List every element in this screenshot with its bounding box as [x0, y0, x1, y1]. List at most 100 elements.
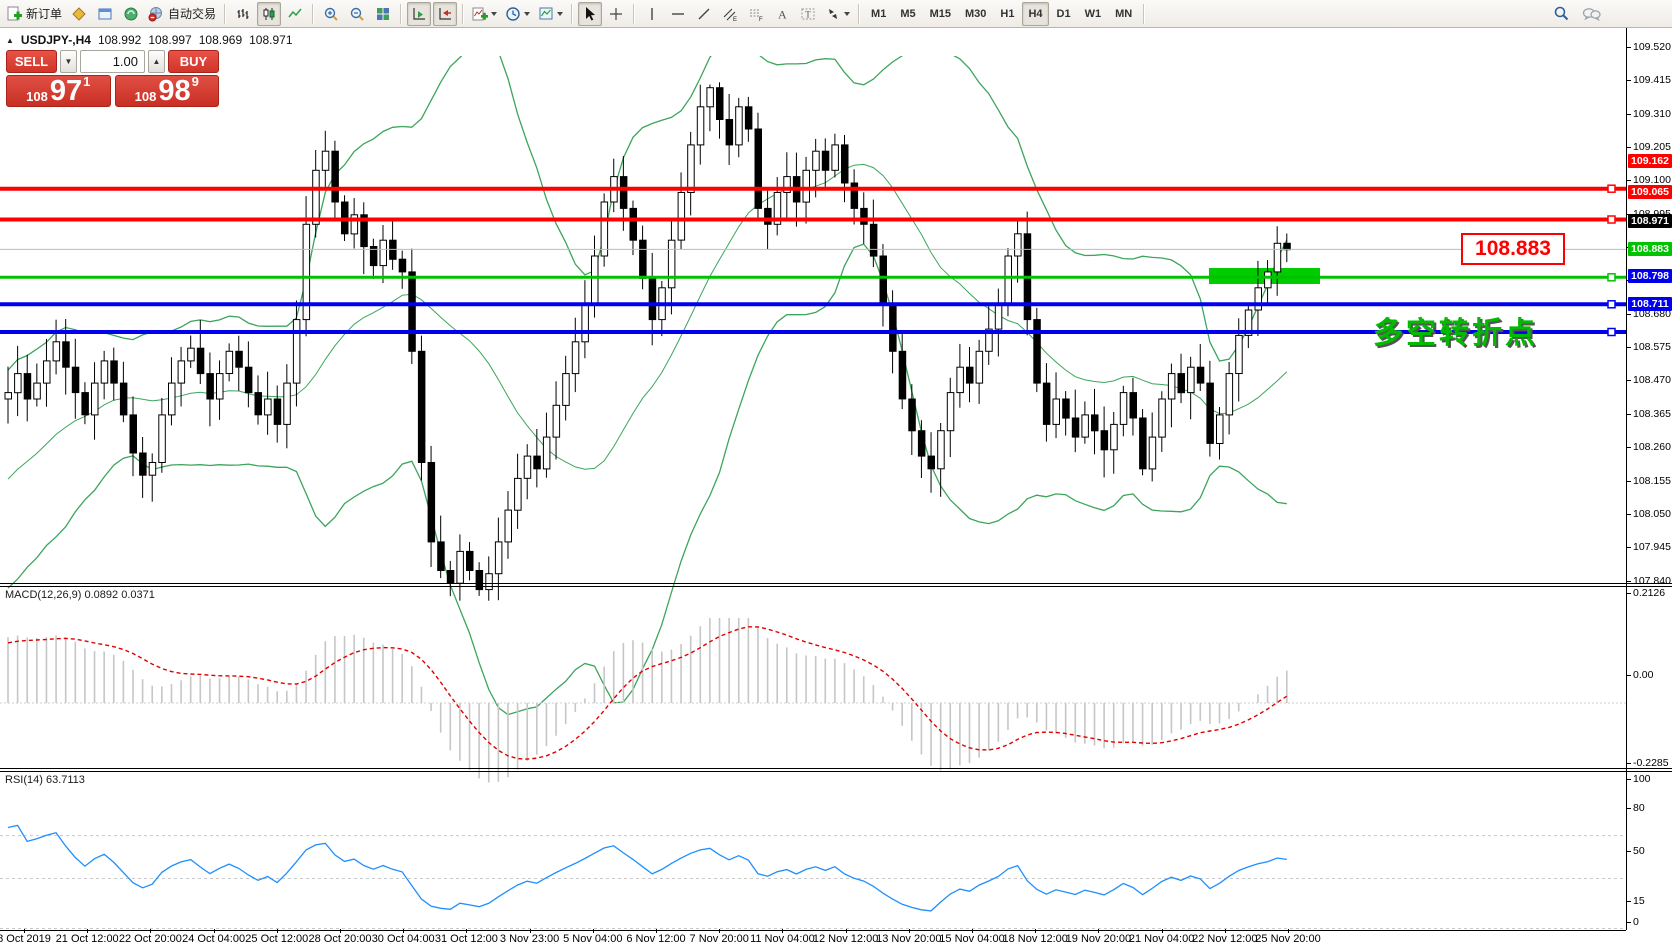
axis-tick — [1626, 480, 1631, 482]
chat-button[interactable] — [1579, 2, 1604, 26]
profiles-button[interactable] — [67, 2, 91, 26]
time-tick — [24, 929, 25, 933]
zoom-in-icon — [324, 7, 338, 21]
timeframe-h1-button[interactable]: H1 — [1000, 7, 1015, 20]
market-watch-button[interactable] — [119, 2, 143, 26]
vertical-line-button[interactable] — [640, 2, 664, 26]
time-tick — [340, 929, 341, 933]
bar-chart-icon — [237, 8, 249, 19]
buy-quote[interactable]: 108 98 9 — [114, 74, 219, 107]
separator — [633, 3, 636, 24]
tile-windows-icon — [377, 7, 390, 20]
macd-signal-value: 0.0371 — [121, 589, 155, 601]
trendline-button[interactable] — [692, 2, 716, 26]
axis-tick — [1626, 180, 1631, 182]
time-tick-label: 7 Nov 20:00 — [689, 933, 749, 945]
separator — [312, 3, 315, 24]
hline-handle — [1607, 327, 1616, 337]
periods-clock-icon — [506, 6, 520, 21]
timeframe-w1-button[interactable]: W1 — [1084, 7, 1102, 20]
time-tick — [1098, 929, 1100, 933]
equidistant-channel-button[interactable]: E — [718, 2, 742, 26]
buy-price-big: 98 — [158, 75, 191, 107]
price-tick-label: 108.050 — [1633, 507, 1671, 520]
tile-windows-button[interactable] — [371, 2, 395, 26]
volume-decrease-button[interactable]: ▼ — [60, 50, 77, 73]
timeframe-m30-button[interactable]: M30 — [965, 7, 987, 20]
price-axis-line — [1626, 28, 1627, 930]
indicators-button[interactable] — [469, 2, 500, 26]
timeframe-m1-button[interactable]: M1 — [871, 7, 887, 20]
panel-divider[interactable] — [0, 583, 1672, 584]
separator — [1143, 3, 1146, 24]
hline-handle — [1607, 273, 1616, 282]
zoom-in-button[interactable] — [319, 2, 343, 26]
ohlc-open: 108.992 — [97, 33, 142, 47]
macd-tick-label: 0.2126 — [1633, 587, 1666, 599]
zoom-out-button[interactable] — [345, 2, 369, 26]
sell-quote[interactable]: 108 97 1 — [6, 74, 111, 107]
price-badge-109.065: 109.065 — [1628, 184, 1672, 199]
price-tick-label: 108.155 — [1633, 474, 1671, 487]
time-tick-label: 24 Oct 04:00 — [182, 933, 246, 945]
timeframe-d1-button[interactable]: D1 — [1056, 7, 1071, 20]
price-tick-label: 109.205 — [1633, 141, 1671, 154]
price-tick-label: 109.415 — [1633, 74, 1671, 87]
volume-increase-button[interactable]: ▲ — [148, 50, 165, 73]
price-tick-label: 109.310 — [1633, 107, 1671, 120]
indicators-caret-icon — [491, 11, 498, 16]
text-button[interactable]: A — [770, 2, 794, 26]
buy-button[interactable]: BUY — [168, 50, 219, 73]
crosshair-button[interactable] — [604, 2, 628, 26]
axis-tick — [1626, 113, 1631, 115]
candlestick-chart-button[interactable] — [257, 1, 282, 26]
chart-canvas[interactable] — [0, 56, 1672, 949]
timeframe-h4-button[interactable]: H4 — [1022, 1, 1049, 26]
auto-scroll-button[interactable] — [407, 1, 432, 26]
macd-tick-label: -0.2285 — [1633, 757, 1669, 770]
text-label-icon: T — [801, 8, 815, 19]
arrows-button[interactable] — [822, 2, 853, 26]
timeframe-m5-button[interactable]: M5 — [900, 7, 916, 20]
svg-text:E: E — [733, 17, 737, 22]
bull-bear-turning-point-note[interactable]: 多空转折点 — [1373, 317, 1538, 350]
rsi-line — [7, 824, 1287, 912]
zoom-out-icon — [350, 7, 364, 21]
axis-tick — [1626, 807, 1631, 809]
collapse-panel-icon[interactable]: ▲ — [6, 35, 14, 45]
bar-chart-button[interactable] — [231, 2, 255, 26]
templates-button[interactable] — [535, 2, 566, 26]
horizontal-line-button[interactable] — [666, 2, 690, 26]
time-tick-label: 13 Nov 20:00 — [876, 933, 942, 945]
search-icon — [1554, 6, 1568, 21]
rsi-tick-label: 15 — [1633, 894, 1645, 907]
time-tick-label: 21 Nov 04:00 — [1128, 933, 1195, 945]
timeframe-mn-button[interactable]: MN — [1115, 7, 1133, 20]
line-chart-button[interactable] — [283, 2, 307, 26]
time-tick-label: 22 Nov 12:00 — [1192, 933, 1258, 945]
time-tick-label: 30 Oct 04:00 — [371, 933, 435, 945]
new-order-button[interactable]: 新订单 — [3, 2, 65, 26]
new-chart-button[interactable] — [93, 2, 117, 26]
candlestick-series — [4, 82, 1291, 601]
chart-shift-button[interactable] — [433, 1, 458, 26]
search-button[interactable] — [1549, 2, 1573, 26]
axis-tick — [1626, 147, 1631, 149]
cursor-button[interactable] — [578, 1, 603, 26]
panel-divider[interactable] — [0, 768, 1672, 769]
panel-divider[interactable] — [0, 586, 1672, 587]
market-watch-icon — [124, 7, 138, 20]
fibonacci-icon: F — [750, 9, 763, 22]
periods-button[interactable] — [502, 2, 533, 26]
rsi-tick-label: 50 — [1633, 844, 1645, 857]
sell-button[interactable]: SELL — [6, 50, 57, 73]
price-callout-label[interactable]: 108.883 — [1461, 233, 1565, 265]
panel-divider[interactable] — [0, 771, 1672, 772]
auto-trading-label: 自动交易 — [168, 7, 217, 21]
text-label-button[interactable]: T — [796, 2, 820, 26]
timeframe-m15-button[interactable]: M15 — [929, 7, 951, 20]
auto-trading-button[interactable]: 自动交易 — [145, 2, 219, 26]
fibonacci-button[interactable]: F — [744, 2, 768, 26]
volume-input[interactable]: 1.00 — [80, 50, 145, 73]
axis-tick — [1626, 347, 1631, 349]
